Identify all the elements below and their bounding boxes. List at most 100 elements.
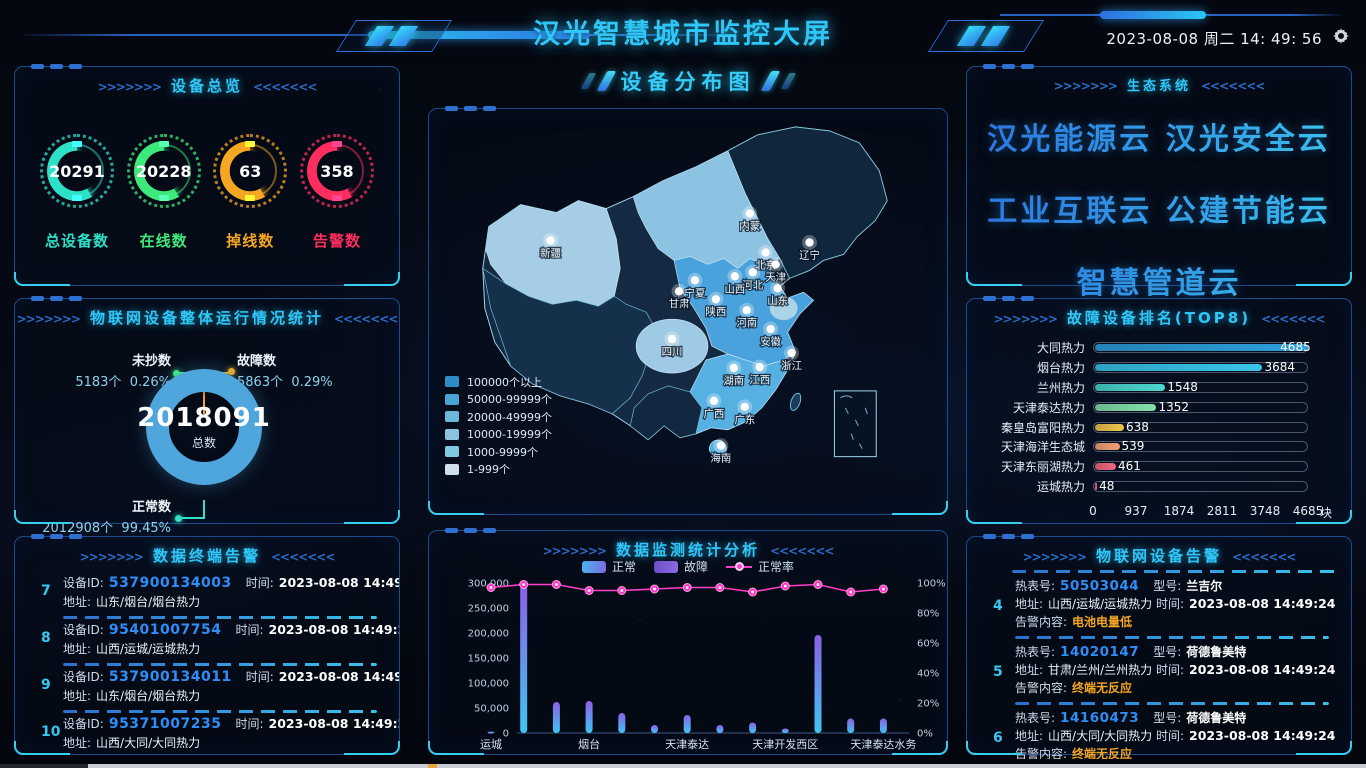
ranking-bar-fill <box>1095 384 1165 391</box>
device-id-label: 设备ID: <box>63 575 104 591</box>
donut-chart-area: 未抄数 5183个 0.26% 故障数 5863个 0.29% 2018091 … <box>15 328 399 518</box>
gauge-ring: 20228 <box>127 134 201 208</box>
ranking-category-label: 天津泰达热力 <box>981 399 1085 416</box>
ranking-row: 烟台热力3684 <box>981 358 1308 378</box>
map-title: 设备分布图 <box>621 66 756 96</box>
axis-tick: 3748 <box>1250 504 1281 518</box>
ranking-row: 天津东丽湖热力461 <box>981 457 1308 477</box>
taskbar-sliver[interactable] <box>0 764 1366 768</box>
iot-alarm-row: 4热表号:50503044型号:兰吉尔地址:山西/运城/运城热力 时间:2023… <box>967 578 1341 630</box>
slash-deco-icon <box>580 73 596 89</box>
model-label: 型号: <box>1153 578 1181 594</box>
legend-swatch <box>445 394 459 405</box>
map-title-block: 设备分布图 <box>428 66 948 96</box>
monitor-chart-svg: 300,000250,000200,000150,000100,00050,00… <box>429 575 949 755</box>
address-value: 山东/烟台/烟台热力 <box>96 689 200 703</box>
china-map-panel: 新疆内蒙辽宁北京天津河北山西宁夏甘肃陕西山东河南安徽四川浙江湖南江西广西广东海南… <box>428 108 948 515</box>
time-label: 时间: <box>235 716 263 732</box>
iot-alarm-row: 5热表号:14020147型号:荷德鲁美特地址:甘肃/兰州/兰州热力 时间:20… <box>967 644 1341 696</box>
ranking-value: 461 <box>1118 459 1141 473</box>
ranking-bar-track: 4685 <box>1093 342 1308 353</box>
map-legend-item: 50000-99999个 <box>445 391 552 409</box>
address-value: 山西/运城/运城热力 <box>1048 596 1152 612</box>
axis-tick: 937 <box>1125 504 1148 518</box>
address-label: 地址: <box>63 736 91 748</box>
panel-corner-dashes <box>31 64 82 69</box>
ranking-bar-fill <box>1095 443 1120 450</box>
chart-legend-item-故障[interactable]: 故障 <box>654 558 708 575</box>
header-slash-badge-left <box>336 20 452 52</box>
province-label: 广西 <box>703 408 724 420</box>
panel-corner-dashes <box>983 534 1034 539</box>
province-label: 山西 <box>724 283 745 295</box>
y-left-tick: 50,000 <box>474 704 509 715</box>
slash-deco-icon <box>780 73 796 89</box>
model-value: 兰吉尔 <box>1186 578 1222 594</box>
rate-point-core <box>817 583 820 586</box>
chevrons-left: >>>>>>> <box>80 550 143 564</box>
device-gauges: 20291总设备数20228在线数63掉线数358告警数 <box>15 96 399 251</box>
chevrons-right: <<<<<<< <box>334 312 397 326</box>
marker-dot <box>771 260 779 268</box>
chart-legend-item-正常率[interactable]: 正常率 <box>726 558 794 575</box>
bar-10 <box>815 635 822 733</box>
device-gauge: 20291总设备数 <box>39 134 115 251</box>
time-value: 2023-08-08 14:49:24 <box>1189 596 1336 612</box>
legend-label: 正常率 <box>758 558 794 575</box>
ranking-category-label: 烟台热力 <box>981 359 1085 376</box>
rate-point-core <box>620 589 623 592</box>
ranking-bar-track: 461 <box>1093 461 1308 472</box>
x-label: 烟台 <box>578 737 600 751</box>
row-index: 5 <box>993 664 1003 680</box>
legend-swatch <box>582 561 606 573</box>
header: 汉光智慧城市监控大屏 2023-08-08 周二 14: 49: 56 <box>0 0 1366 62</box>
device-id-value: 537900134011 <box>109 669 232 685</box>
device-id-label: 设备ID: <box>63 622 104 638</box>
monitor-chart-title: >>>>>>>数据监测统计分析<<<<<<< <box>429 539 947 560</box>
address-value: 山西/大同/大同热力 <box>1048 728 1152 744</box>
model-value: 荷德鲁美特 <box>1186 644 1246 660</box>
legend-swatch <box>445 464 459 475</box>
time-value: 2023-08-08 14:49:24 <box>269 716 399 732</box>
terminal-alarm-list: 7设备ID:537900134003时间:2023-08-08 14:49:24… <box>15 566 399 748</box>
iot-alarm-row: 6热表号:14160473型号:荷德鲁美特地址:山西/大同/大同热力 时间:20… <box>967 710 1341 759</box>
chart-legend-item-正常[interactable]: 正常 <box>582 558 636 575</box>
province-label: 安徽 <box>760 335 781 348</box>
panel-corner-dashes <box>983 296 1034 301</box>
taiwan-island <box>788 392 803 412</box>
axis-unit: 块 <box>1320 504 1332 521</box>
settings-gear-icon[interactable] <box>1332 27 1350 45</box>
panel-corner-dashes <box>445 528 496 533</box>
address-value: 山东/烟台/烟台热力 <box>96 595 200 609</box>
ranking-row: 天津海洋生态城539 <box>981 437 1308 457</box>
rate-point-core <box>555 583 558 586</box>
marker-dot <box>761 248 769 256</box>
row-separator <box>1015 702 1329 705</box>
map-legend-item: 100000个以上 <box>445 373 552 391</box>
bar-11 <box>847 719 854 734</box>
terminal-alarms-panel: >>>>>>>数据终端告警<<<<<<< 7设备ID:537900134003时… <box>14 536 400 755</box>
ranking-row: 运城热力48 <box>981 477 1308 497</box>
marker-dot <box>766 325 774 333</box>
meter-id-value: 14020147 <box>1060 644 1139 660</box>
time-label: 时间: <box>1152 662 1184 678</box>
time-label: 时间: <box>1152 728 1184 744</box>
y-left-tick: 100,000 <box>468 679 509 690</box>
address-value: 甘肃/兰州/兰州热力 <box>1048 662 1152 678</box>
chevrons-right: <<<<<<< <box>1201 79 1264 93</box>
fault-ranking-rows: 大同热力4685烟台热力3684兰州热力1548天津泰达热力1352秦皇岛富阳热… <box>967 328 1351 496</box>
gauge-label: 告警数 <box>299 230 375 251</box>
row-index: 8 <box>41 630 51 646</box>
ranking-category-label: 大同热力 <box>981 339 1085 356</box>
y-left-tick: 0 <box>503 729 509 740</box>
time-label: 时间: <box>1152 596 1184 612</box>
chevrons-left: >>>>>>> <box>1023 550 1086 564</box>
marker-dot <box>717 442 725 450</box>
y-right-tick: 80% <box>917 609 939 620</box>
y-right-tick: 60% <box>917 639 939 650</box>
gauge-ring: 358 <box>300 134 374 208</box>
chevrons-right: <<<<<<< <box>1261 312 1324 326</box>
model-label: 型号: <box>1153 710 1181 726</box>
callout-connector <box>203 500 205 518</box>
marker-dot <box>546 236 554 244</box>
